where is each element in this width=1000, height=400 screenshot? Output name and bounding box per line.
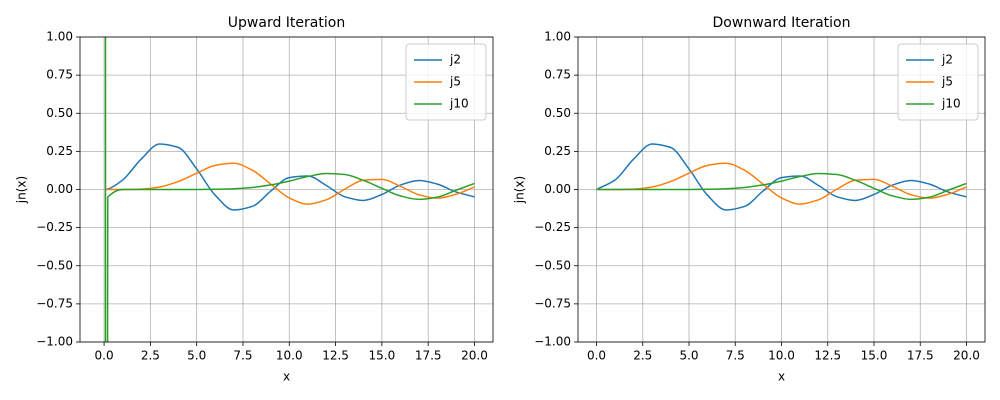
- x-tick-label: 10.0: [276, 349, 303, 363]
- y-tick-label: 0.50: [46, 106, 73, 120]
- y-tick-label: 0.75: [544, 68, 571, 82]
- x-tick-label: 15.0: [369, 349, 396, 363]
- y-tick-label: 0.75: [46, 68, 73, 82]
- plot-area: [104, 37, 475, 342]
- legend-label: j5: [449, 75, 461, 89]
- x-tick-label: 7.5: [726, 349, 745, 363]
- x-tick-label: 12.5: [814, 349, 841, 363]
- line-series: [596, 172, 967, 201]
- y-tick-label: −0.75: [534, 296, 571, 310]
- legend: j2 j5 j10: [897, 43, 979, 121]
- x-tick-label: 15.0: [861, 349, 888, 363]
- y-tick-label: 0.00: [544, 182, 571, 196]
- plot-area: [596, 143, 967, 211]
- x-axis-label: x: [778, 370, 785, 384]
- x-tick-label: 5.0: [187, 349, 206, 363]
- y-tick-label: 0.25: [544, 144, 571, 158]
- x-tick-label: 20.0: [953, 349, 980, 363]
- legend-box: [897, 43, 979, 121]
- x-tick-label: 5.0: [679, 349, 698, 363]
- axes-frame: [577, 36, 986, 343]
- y-tick-label: 0.25: [46, 144, 73, 158]
- y-tick-label: −0.50: [534, 258, 571, 272]
- line-series: [105, 162, 475, 205]
- y-tick-label: −0.50: [36, 258, 73, 272]
- y-tick-label: −1.00: [36, 335, 73, 349]
- line-series: [104, 143, 475, 211]
- axes: 0.0 2.5 5.0 7.5 10.0 12.5 15.0 17.5 20.0 −1.00 −0.…: [15, 15, 494, 384]
- x-tick-label: 20.0: [461, 349, 488, 363]
- x-tick-label: 17.5: [907, 349, 934, 363]
- chart-title: Downward Iteration: [713, 15, 851, 31]
- y-tick-label: 1.00: [46, 30, 73, 44]
- legend: j2 j5 j10: [405, 43, 487, 121]
- x-tick-label: 0.0: [95, 349, 114, 363]
- y-tick-label: −0.25: [534, 220, 571, 234]
- legend-label: j2: [941, 53, 953, 67]
- x-tick-label: 17.5: [415, 349, 442, 363]
- y-tick-label: 0.50: [544, 106, 571, 120]
- legend-label: j10: [449, 97, 469, 111]
- y-tick-label: −1.00: [534, 335, 571, 349]
- legend-label: j2: [449, 53, 461, 67]
- x-tick-label: 0.0: [587, 349, 606, 363]
- x-tick-label: 12.5: [322, 349, 349, 363]
- legend-label: j5: [941, 75, 953, 89]
- y-axis-label: jn(x): [15, 176, 29, 204]
- y-tick-label: −0.75: [36, 296, 73, 310]
- legend-box: [405, 43, 487, 121]
- x-axis-label: x: [283, 370, 290, 384]
- x-tick-label: 10.0: [768, 349, 795, 363]
- x-tick-label: 7.5: [233, 349, 252, 363]
- line-series: [596, 143, 967, 211]
- y-tick-label: 1.00: [544, 30, 571, 44]
- axes: 0.0 2.5 5.0 7.5 10.0 12.5 15.0 17.5 20.0 −1.00 −0.…: [513, 15, 986, 384]
- x-tick-label: 2.5: [633, 349, 652, 363]
- y-tick-label: −0.25: [36, 220, 73, 234]
- axes-frame: [79, 36, 494, 343]
- y-axis-label: jn(x): [513, 176, 527, 204]
- legend-label: j10: [941, 97, 961, 111]
- x-tick-label: 2.5: [141, 349, 160, 363]
- y-tick-label: 0.00: [46, 182, 73, 196]
- line-series: [104, 37, 475, 342]
- line-series: [596, 162, 967, 205]
- chart-title: Upward Iteration: [228, 15, 345, 31]
